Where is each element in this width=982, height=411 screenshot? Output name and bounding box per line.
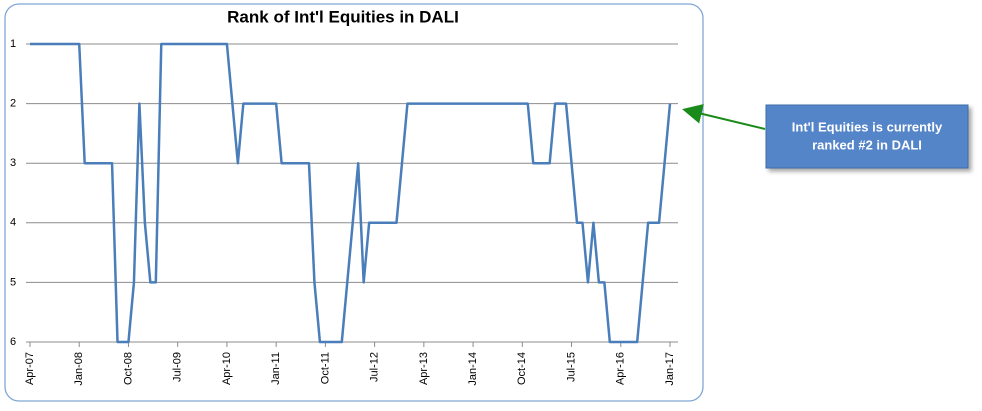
y-tick-label: 6: [10, 336, 16, 348]
x-tick-label: Apr-07: [24, 352, 36, 385]
x-tick-label: Jan-17: [664, 352, 676, 386]
callout-arrow: [682, 104, 766, 130]
x-tick-label: Oct-14: [516, 352, 528, 385]
x-tick-label: Oct-11: [319, 352, 331, 384]
x-tick-label: Apr-10: [221, 352, 233, 385]
callout-box: [765, 104, 969, 169]
y-tick-label: 3: [10, 157, 16, 169]
callout-text: ranked #2 in DALI: [812, 137, 922, 152]
x-tick-label: Apr-16: [615, 352, 627, 385]
y-tick-label: 5: [10, 276, 16, 288]
x-tick-label: Jan-11: [270, 352, 282, 385]
y-tick-label: 4: [10, 217, 16, 229]
x-tick-label: Jul-15: [565, 352, 577, 382]
callout-text: Int'l Equities is currently: [792, 119, 943, 134]
x-tick-label: Oct-08: [122, 352, 134, 385]
x-tick-label: Jan-14: [467, 352, 479, 386]
data-line: [30, 42, 672, 344]
x-tick-label: Jan-08: [73, 352, 85, 386]
x-tick-label: Apr-13: [418, 352, 430, 385]
chart-title: Rank of Int'l Equities in DALI: [227, 7, 459, 26]
y-tick-label: 2: [10, 98, 16, 110]
x-tick-label: Jul-09: [172, 352, 184, 382]
y-tick-label: 1: [10, 38, 16, 50]
x-tick-label: Jul-12: [369, 352, 381, 382]
